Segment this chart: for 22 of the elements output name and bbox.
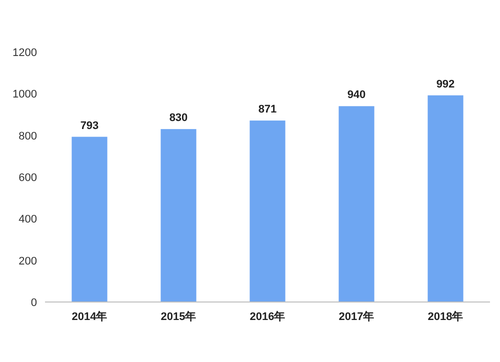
bar — [428, 95, 464, 302]
y-tick-label: 800 — [18, 130, 37, 142]
data-label: 793 — [80, 120, 99, 132]
x-tick-label: 2018年 — [428, 310, 464, 323]
x-tick-label: 2014年 — [72, 310, 108, 323]
data-label: 830 — [169, 112, 188, 124]
x-tick-label: 2017年 — [338, 310, 374, 323]
y-tick-label: 600 — [18, 172, 37, 184]
data-label: 871 — [258, 104, 277, 116]
bar — [160, 129, 196, 302]
x-tick-label: 2016年 — [250, 310, 286, 323]
bar — [250, 120, 286, 302]
y-tick-label: 400 — [18, 214, 37, 226]
bar — [338, 106, 374, 302]
y-tick-label: 1000 — [12, 88, 37, 101]
y-tick-label: 1200 — [12, 47, 37, 59]
bar — [72, 136, 108, 302]
x-tick-label: 2015年 — [160, 310, 196, 323]
data-label: 940 — [347, 89, 366, 102]
y-tick-label: 0 — [30, 297, 37, 309]
y-tick-label: 200 — [18, 255, 37, 268]
data-label: 992 — [436, 78, 455, 90]
